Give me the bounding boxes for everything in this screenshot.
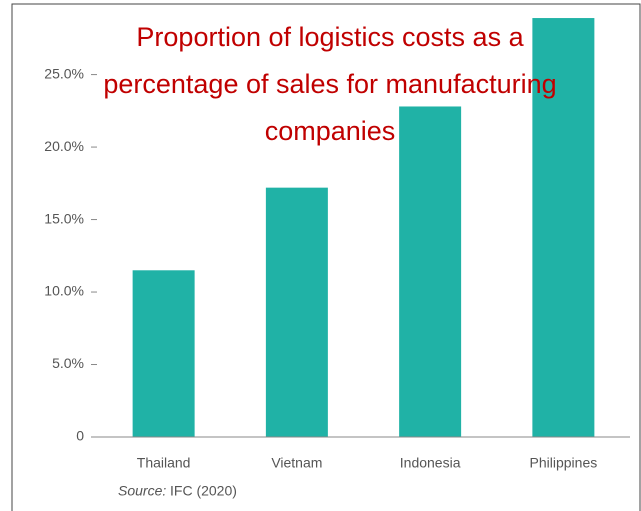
x-tick-label: Vietnam — [271, 455, 322, 471]
chart-title: Proportion of logistics costs as a perce… — [103, 22, 557, 146]
source: IFC (2020) — [170, 483, 237, 499]
x-tick-label: Philippines — [530, 455, 598, 471]
y-tick-label: 0 — [76, 428, 84, 444]
y-tick-label: 15.0% — [44, 210, 84, 226]
x-tick-label: Thailand — [137, 455, 191, 471]
bar — [399, 106, 462, 438]
x-tick-label: Indonesia — [400, 455, 461, 471]
y-tick-label: 25.0% — [44, 65, 84, 81]
bar — [532, 18, 595, 438]
y-tick-label: 5.0% — [52, 355, 84, 371]
bar — [265, 187, 328, 437]
frame — [11, 3, 641, 511]
source-label: Source: — [118, 483, 166, 499]
bar — [132, 270, 195, 437]
y-tick-label: 20.0% — [44, 138, 84, 154]
y-tick-label: 10.0% — [44, 283, 84, 299]
